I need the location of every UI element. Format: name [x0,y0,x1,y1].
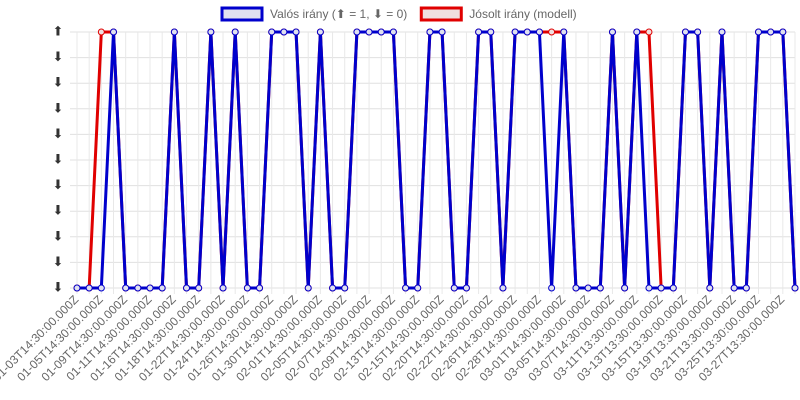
legend-label: Jósolt irány (modell) [469,7,576,21]
point [256,284,264,292]
point [97,284,105,292]
point [402,284,410,292]
point [584,284,592,292]
point [669,284,677,292]
point [608,28,616,36]
point [596,284,604,292]
y-tick-label: ⬇ [53,153,64,168]
point [645,284,653,292]
point [304,284,312,292]
point [389,28,397,36]
point [462,284,470,292]
point [110,28,118,36]
point [122,284,130,292]
point [572,284,580,292]
point [767,28,775,36]
point [231,28,239,36]
point [353,28,361,36]
point [341,284,349,292]
point [779,28,787,36]
point [158,284,166,292]
point [134,284,142,292]
point [268,28,276,36]
point [195,284,203,292]
y-tick-label: ⬇ [53,229,64,244]
y-tick-label: ⬇ [53,178,64,193]
point [280,28,288,36]
legend-swatch [419,6,463,22]
point [754,28,762,36]
point [548,284,556,292]
y-tick-label: ⬇ [53,281,64,296]
y-tick-label: ⬇ [53,255,64,270]
y-tick-label: ⬇ [53,50,64,65]
y-tick-label: ⬇ [53,127,64,142]
point [377,28,385,36]
point [511,28,519,36]
point [791,284,799,292]
y-tick-label: ⬇ [53,101,64,116]
point [560,28,568,36]
point [97,28,105,36]
point [499,284,507,292]
y-tick-label: ⬇ [53,76,64,91]
point [292,28,300,36]
point [730,284,738,292]
point [170,28,178,36]
point [414,284,422,292]
point [645,28,653,36]
point [438,28,446,36]
point [450,284,458,292]
point [475,28,483,36]
point [329,284,337,292]
point [621,284,629,292]
point [694,28,702,36]
point [633,28,641,36]
point [146,284,154,292]
point [718,28,726,36]
legend-swatch [220,6,264,22]
point [207,28,215,36]
point [548,28,556,36]
point [85,284,93,292]
point [316,28,324,36]
point [426,28,434,36]
point [365,28,373,36]
point [487,28,495,36]
point [183,284,191,292]
point [742,284,750,292]
legend-label: Valós irány (⬆ = 1, ⬇ = 0) [270,7,407,21]
point [523,28,531,36]
point [73,284,81,292]
point [657,284,665,292]
y-tick-label: ⬇ [53,204,64,219]
point [243,284,251,292]
point [706,284,714,292]
point [219,284,227,292]
point [681,28,689,36]
point [535,28,543,36]
y-tick-label: ⬆ [53,25,64,40]
